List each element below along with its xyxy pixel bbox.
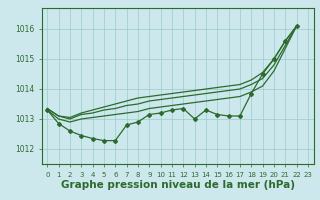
X-axis label: Graphe pression niveau de la mer (hPa): Graphe pression niveau de la mer (hPa)	[60, 180, 295, 190]
